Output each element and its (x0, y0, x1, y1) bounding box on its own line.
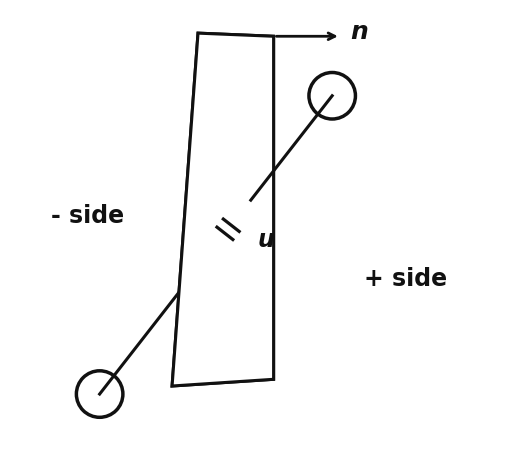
Polygon shape (172, 33, 273, 386)
Polygon shape (172, 33, 273, 386)
Text: $\bfit{n}$: $\bfit{n}$ (350, 20, 368, 44)
Text: + side: + side (364, 267, 447, 291)
Text: $\bfit{u}$: $\bfit{u}$ (257, 229, 275, 252)
Text: - side: - side (51, 204, 124, 228)
